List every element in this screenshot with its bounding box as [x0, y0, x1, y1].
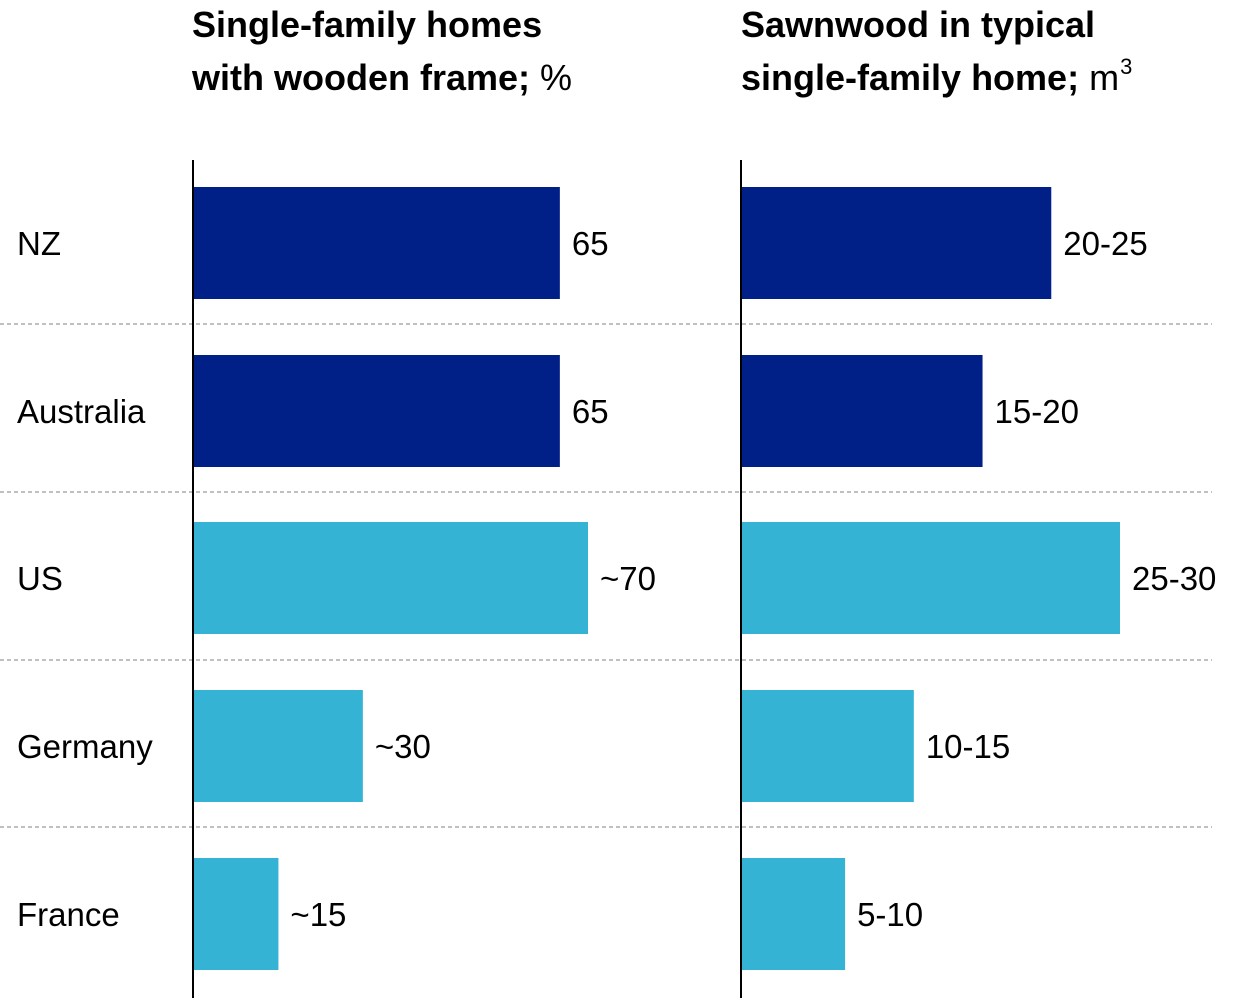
value-label: 20-25 — [1063, 225, 1147, 262]
category-label: Germany — [17, 728, 153, 765]
category-label: NZ — [17, 225, 61, 262]
value-label: ~70 — [600, 560, 656, 597]
bar-right-france — [742, 858, 846, 970]
panel-unit-superscript: 3 — [1120, 54, 1132, 79]
category-label: Australia — [17, 393, 146, 430]
bar-left-us — [194, 522, 588, 634]
value-label: ~15 — [290, 896, 346, 933]
bar-left-france — [194, 858, 279, 970]
panel-unit-label: m — [1089, 57, 1119, 98]
panel-title-line-2: with wooden frame; — [191, 57, 530, 98]
bar-left-germany — [194, 690, 363, 802]
value-label: 10-15 — [926, 728, 1010, 765]
bar-right-australia — [742, 355, 983, 467]
panel-title-line-1: Sawnwood in typical — [741, 4, 1095, 45]
bar-right-us — [742, 522, 1120, 634]
value-label: 25-30 — [1132, 560, 1216, 597]
panel-title-line-1: Single-family homes — [192, 4, 542, 45]
panel-unit-label: % — [540, 57, 572, 98]
category-label: US — [17, 560, 63, 597]
panel-title-line-2: single-family home; — [741, 57, 1079, 98]
value-label: 65 — [572, 393, 609, 430]
bar-left-australia — [194, 355, 560, 467]
value-label: 15-20 — [995, 393, 1079, 430]
category-label: France — [17, 896, 120, 933]
value-label: 65 — [572, 225, 609, 262]
bar-left-nz — [194, 187, 560, 299]
bar-right-nz — [742, 187, 1052, 299]
value-label: ~30 — [375, 728, 431, 765]
bar-right-germany — [742, 690, 914, 802]
value-label: 5-10 — [857, 896, 923, 933]
